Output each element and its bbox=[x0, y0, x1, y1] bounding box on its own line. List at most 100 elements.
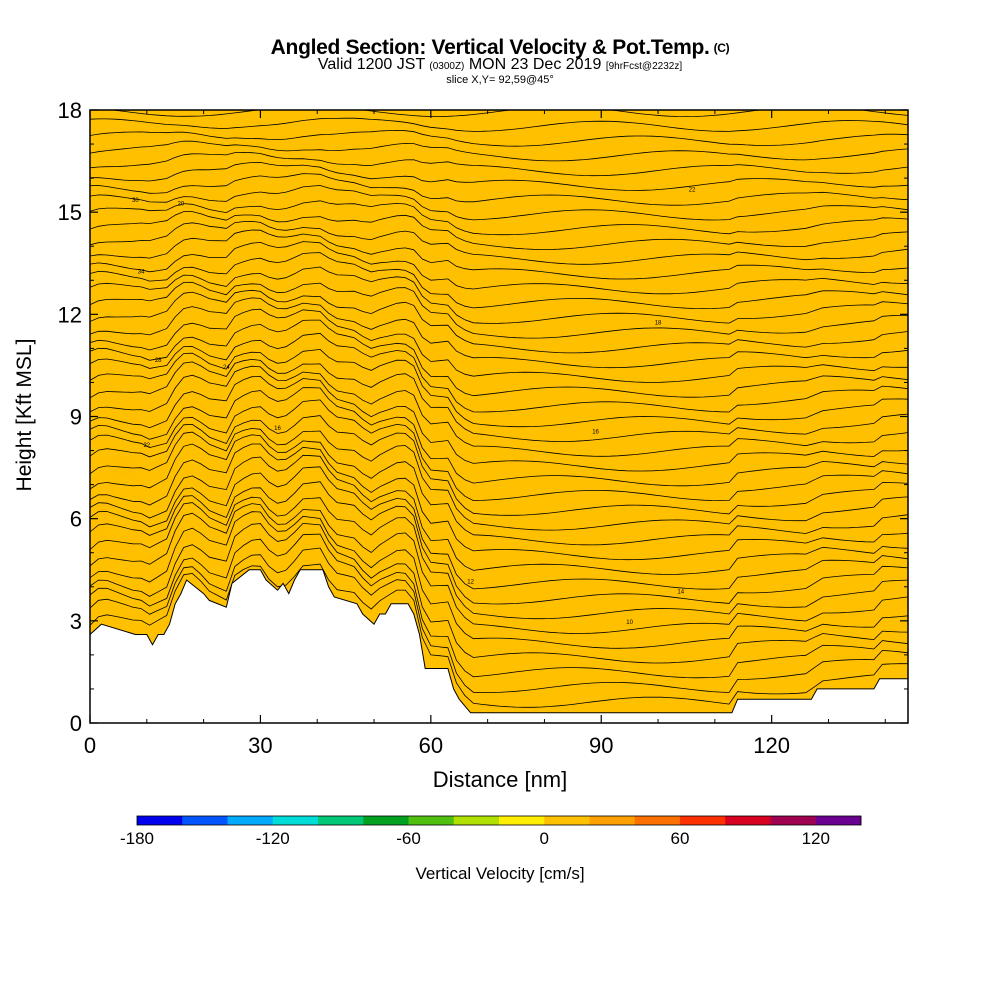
isentrope-line bbox=[90, 427, 908, 531]
isentrope-line bbox=[90, 297, 908, 369]
isentrope-line bbox=[90, 151, 908, 177]
velocity-cell bbox=[701, 623, 729, 652]
isentrope-label: 32 bbox=[143, 443, 150, 449]
chart-header: Angled Section: Vertical Velocity & Pot.… bbox=[0, 36, 1000, 86]
colorbar-swatch bbox=[363, 816, 409, 825]
velocity-cell bbox=[171, 251, 202, 289]
x-axis-label: Distance [nm] bbox=[432, 767, 568, 792]
isentrope-label: 12 bbox=[467, 579, 474, 585]
isentrope-line bbox=[90, 365, 908, 457]
isentrope-line bbox=[90, 443, 908, 561]
colorbar-frame bbox=[136, 815, 862, 826]
velocity-cell bbox=[403, 275, 470, 319]
chart-subtitle: Valid 1200 JST (0300Z) MON 23 Dec 2019 [… bbox=[317, 56, 683, 73]
isentrope-line bbox=[90, 348, 908, 428]
colorbar-tick-label: 120 bbox=[802, 829, 830, 848]
isentrope-line bbox=[90, 173, 908, 206]
isentrope-label: 30 bbox=[132, 198, 139, 204]
isentrope-line bbox=[90, 563, 908, 708]
isentrope-line bbox=[90, 415, 908, 516]
isentrope-line bbox=[90, 200, 908, 236]
isentrope-line bbox=[90, 289, 908, 354]
colorbar-swatch bbox=[318, 816, 364, 825]
axis-ticks: 0 30 60 90 120 0 3 6 9 12 15 18 bbox=[58, 98, 908, 758]
chart-title: Angled Section: Vertical Velocity & Pot.… bbox=[270, 36, 730, 59]
x-tick-label: 90 bbox=[589, 733, 613, 758]
isentrope-line bbox=[90, 387, 908, 487]
terrain-profile bbox=[89, 569, 909, 724]
isentrope-line bbox=[110, 110, 908, 118]
colorbar-tick-label: 60 bbox=[671, 829, 690, 848]
colorbar-swatch bbox=[453, 816, 500, 825]
isentrope-label: 10 bbox=[626, 620, 633, 626]
velocity-cell bbox=[533, 626, 556, 650]
isentrope-line bbox=[90, 92, 908, 105]
isentrope-label: 24 bbox=[223, 365, 230, 371]
colorbar-tick-label: -180 bbox=[120, 829, 154, 848]
isentrope-line bbox=[90, 496, 908, 620]
isentrope-line bbox=[90, 358, 908, 442]
isentrope-label: 14 bbox=[677, 590, 684, 596]
colorbar-swatch bbox=[227, 816, 274, 825]
velocity-cell bbox=[726, 236, 806, 257]
isentrope-line bbox=[90, 319, 908, 398]
x-tick-label: 30 bbox=[248, 733, 272, 758]
isentrope-line bbox=[90, 241, 908, 295]
isentrope-label: 20 bbox=[178, 201, 185, 207]
colorbar-swatch bbox=[182, 816, 228, 825]
colorbar-swatch bbox=[272, 816, 319, 825]
isentrope-line bbox=[90, 266, 908, 324]
colorbar-swatch bbox=[815, 816, 862, 825]
colorbar-swatch bbox=[544, 816, 590, 825]
y-axis-label: Height [Kft MSL] bbox=[13, 338, 36, 492]
y-tick-label: 6 bbox=[70, 507, 82, 532]
y-tick-label: 9 bbox=[70, 405, 82, 430]
isentrope-line bbox=[90, 547, 908, 694]
isentrope-label: 34 bbox=[138, 269, 145, 275]
isentrope-line bbox=[90, 281, 908, 339]
isentrope-label: 18 bbox=[655, 321, 662, 327]
isentrope-line bbox=[90, 522, 908, 664]
colorbar-swatch bbox=[770, 816, 817, 825]
colorbar-tick-label: -60 bbox=[396, 829, 421, 848]
isentrope-line bbox=[90, 129, 908, 147]
colorbar: -180 -120 -60 0 60 120 bbox=[120, 815, 862, 848]
isentrope-line bbox=[90, 511, 908, 649]
x-tick-label: 0 bbox=[84, 733, 96, 758]
y-tick-label: 12 bbox=[58, 302, 82, 327]
isentrope-line bbox=[90, 252, 908, 310]
isentrope-line bbox=[90, 533, 908, 679]
isentrope-line bbox=[90, 503, 908, 634]
colorbar-swatch bbox=[725, 816, 771, 825]
velocity-cell bbox=[398, 551, 419, 589]
y-tick-label: 18 bbox=[58, 98, 82, 123]
colorbar-label: Vertical Velocity [cm/s] bbox=[415, 864, 585, 883]
isentrope-line bbox=[90, 211, 908, 250]
isentrope-line bbox=[90, 161, 908, 191]
slice-info: slice X,Y= 92,59@45° bbox=[446, 74, 554, 86]
x-tick-label: 60 bbox=[419, 733, 443, 758]
x-tick-label: 120 bbox=[753, 733, 790, 758]
y-tick-label: 0 bbox=[70, 711, 82, 736]
isentrope-label: 16 bbox=[592, 430, 599, 436]
isentrope-line bbox=[90, 481, 908, 605]
terrain bbox=[89, 569, 909, 724]
isentrope-line bbox=[90, 117, 908, 132]
isentrope-line bbox=[90, 229, 908, 280]
colorbar-swatch bbox=[499, 816, 545, 825]
colorbar-swatch bbox=[680, 816, 726, 825]
colorbar-tick-label: 0 bbox=[540, 829, 549, 848]
isentrope-line bbox=[90, 77, 908, 92]
isentrope-labels: 10 12 14 16 16 18 20 22 24 28 30 32 34 bbox=[132, 188, 696, 627]
isentrope-line bbox=[90, 466, 908, 590]
colorbar-swatch bbox=[137, 816, 183, 825]
colorbar-swatch bbox=[634, 816, 681, 825]
isentrope-line bbox=[90, 434, 908, 546]
y-tick-label: 3 bbox=[70, 609, 82, 634]
isentrope-line bbox=[90, 140, 908, 162]
isentrope-line bbox=[90, 185, 908, 221]
isentrope-line bbox=[90, 454, 908, 575]
colorbar-tick-label: -120 bbox=[256, 829, 290, 848]
isentrope-line bbox=[90, 399, 908, 502]
